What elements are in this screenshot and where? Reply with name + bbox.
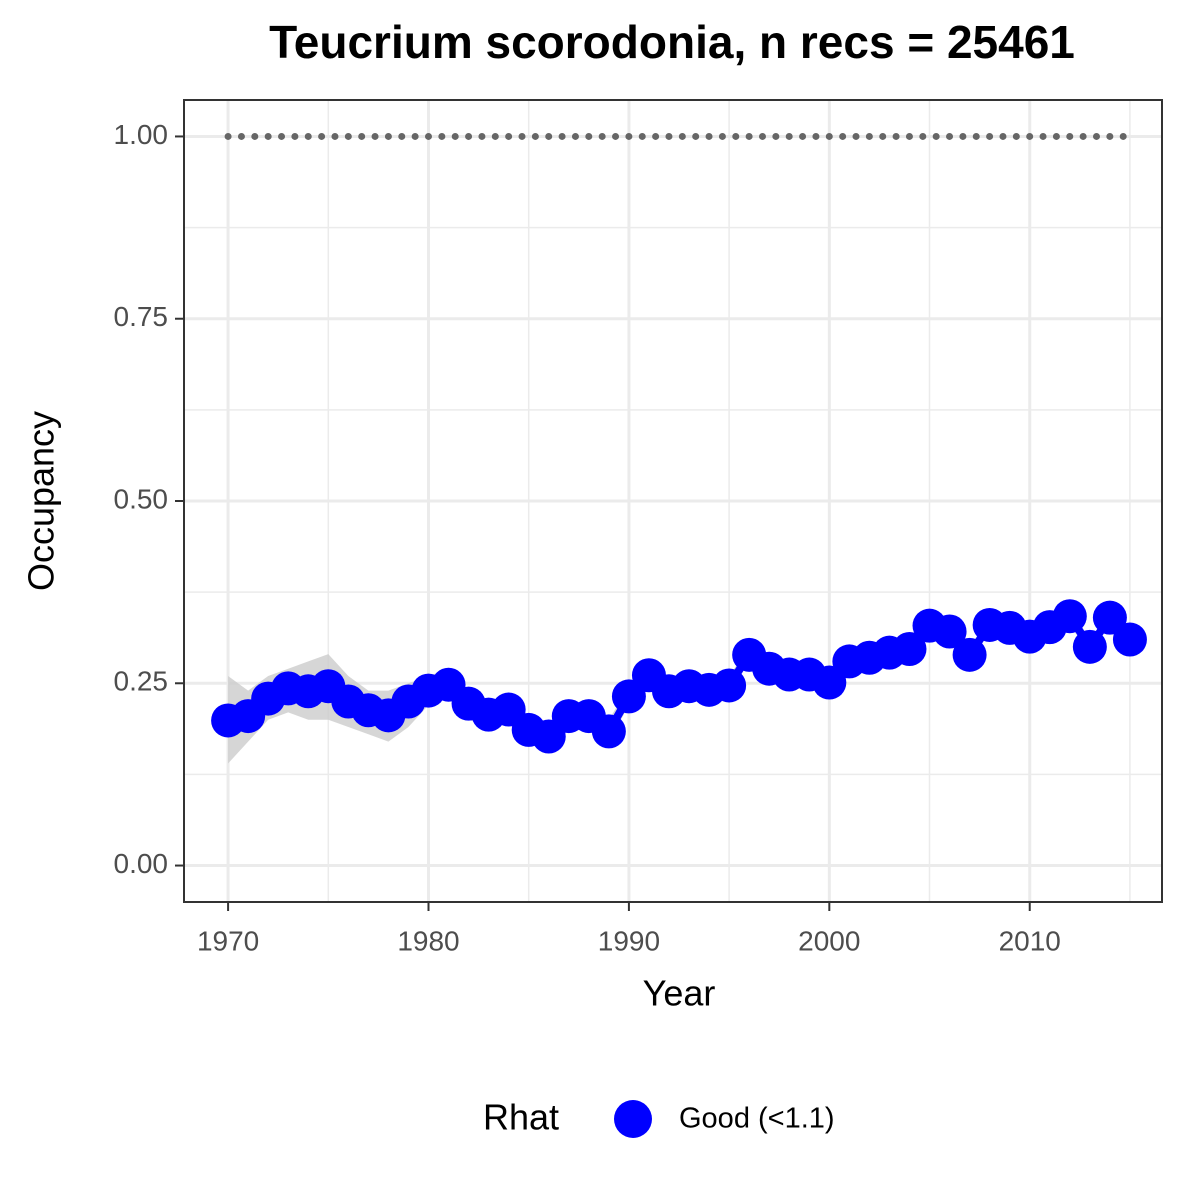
chart-title: Teucrium scorodonia, n recs = 25461 [269, 16, 1075, 68]
point [1112, 622, 1147, 657]
legend-marker [614, 1100, 652, 1138]
x-tick-label: 1970 [197, 925, 259, 956]
x-tick-label: 1990 [598, 925, 660, 956]
point [952, 637, 987, 672]
point [591, 714, 626, 749]
point [1052, 599, 1087, 634]
y-tick-label: 0.50 [114, 483, 169, 514]
point [932, 614, 967, 649]
point [712, 668, 747, 703]
point [1092, 600, 1127, 635]
panel-border [183, 99, 1163, 903]
x-tick-label: 1980 [397, 925, 459, 956]
x-tick-label: 2000 [798, 925, 860, 956]
point [1072, 629, 1107, 664]
y-tick-label: 0.00 [114, 848, 169, 879]
y-tick-label: 0.75 [114, 301, 169, 332]
y-axis-title: Occupancy [21, 411, 62, 591]
point [611, 679, 646, 714]
legend-label: Good (<1.1) [679, 1103, 835, 1135]
y-tick-label: 0.25 [114, 666, 169, 697]
point [812, 665, 847, 700]
x-tick-label: 2010 [999, 925, 1061, 956]
y-tick-label: 1.00 [114, 119, 169, 150]
legend-title: Rhat [483, 1097, 559, 1138]
x-axis-title: Year [643, 973, 716, 1014]
point [892, 632, 927, 667]
